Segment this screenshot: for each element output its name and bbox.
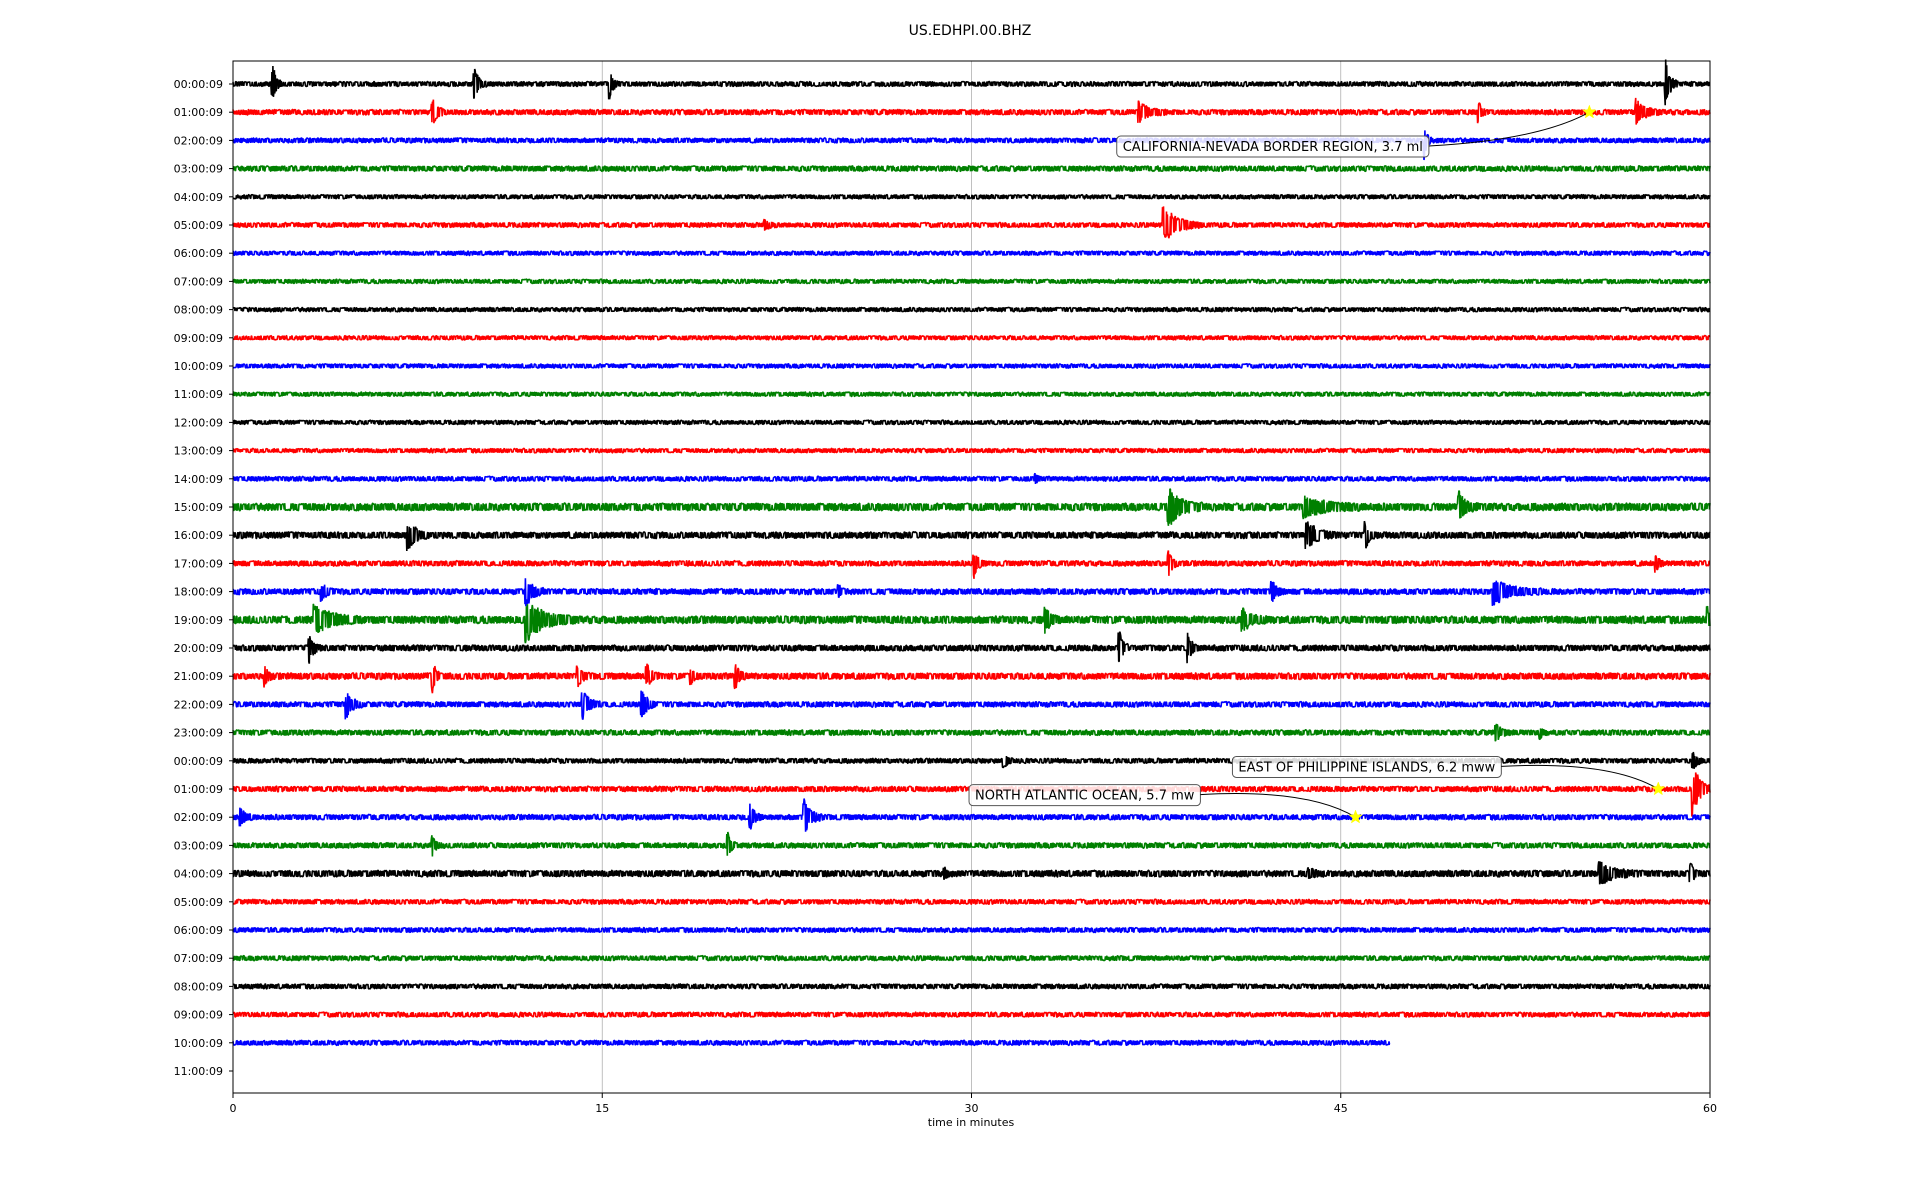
trace-row-17 — [232, 550, 1711, 579]
trace-row-8 — [232, 306, 1711, 313]
row-label-28: 04:00:09 — [174, 868, 223, 881]
trace-row-18 — [232, 578, 1711, 607]
row-label-14: 14:00:09 — [174, 473, 223, 486]
row-label-29: 05:00:09 — [174, 896, 223, 909]
row-label-7: 07:00:09 — [174, 275, 223, 288]
event-annotation-2: NORTH ATLANTIC OCEAN, 5.7 mw — [968, 784, 1363, 824]
trace-row-22 — [232, 690, 1711, 720]
trace-layer — [232, 59, 1711, 1047]
event-annotation-connector-0 — [1428, 111, 1590, 147]
row-label-23: 23:00:09 — [174, 727, 223, 740]
trace-row-6 — [232, 250, 1711, 257]
event-annotation-connector-2 — [1200, 793, 1356, 818]
row-label-6: 06:00:09 — [174, 247, 223, 260]
row-label-34: 10:00:09 — [174, 1037, 223, 1050]
row-label-18: 18:00:09 — [174, 586, 223, 599]
row-label-19: 19:00:09 — [174, 614, 223, 627]
event-annotation-1: EAST OF PHILIPPINE ISLANDS, 6.2 mww — [1231, 755, 1666, 796]
trace-row-27 — [232, 831, 1711, 857]
event-annotation-box-2 — [968, 784, 1201, 807]
row-label-33: 09:00:09 — [174, 1009, 223, 1022]
row-label-21: 21:00:09 — [174, 670, 223, 683]
x-axis-label: time in minutes — [928, 1116, 1015, 1129]
trace-row-19 — [232, 603, 1711, 644]
x-axis-ticks: 0 15 30 45 60 — [230, 1093, 1717, 1115]
event-annotation-text-0: CALIFORNIA-NEVADA BORDER REGION, 3.7 ml — [1123, 140, 1423, 155]
trace-row-16 — [232, 520, 1711, 552]
row-label-20: 20:00:09 — [174, 642, 223, 655]
row-label-4: 04:00:09 — [174, 191, 223, 204]
event-star-marker-0 — [1582, 104, 1597, 119]
trace-row-26 — [232, 798, 1711, 832]
trace-row-20 — [232, 631, 1711, 664]
row-label-24: 00:00:09 — [174, 755, 223, 768]
event-star-marker-1 — [1650, 781, 1666, 796]
row-label-26: 02:00:09 — [174, 811, 223, 824]
event-annotation-box-1 — [1231, 755, 1502, 778]
row-label-32: 08:00:09 — [174, 980, 223, 993]
row-label-9: 09:00:09 — [174, 332, 223, 345]
row-label-11: 11:00:09 — [174, 388, 223, 401]
x-tick-label-45: 45 — [1334, 1102, 1348, 1115]
trace-row-11 — [232, 391, 1711, 398]
row-label-8: 08:00:09 — [174, 304, 223, 317]
row-label-0: 00:00:09 — [174, 78, 223, 91]
event-annotation-box-0 — [1116, 135, 1430, 158]
trace-row-14 — [232, 472, 1711, 485]
row-label-10: 10:00:09 — [174, 360, 223, 373]
trace-row-7 — [232, 278, 1711, 285]
row-label-25: 01:00:09 — [174, 783, 223, 796]
trace-row-15 — [232, 488, 1711, 526]
trace-row-32 — [232, 983, 1711, 990]
row-label-31: 07:00:09 — [174, 952, 223, 965]
trace-row-0 — [232, 59, 1711, 106]
x-tick-label-30: 30 — [965, 1102, 979, 1115]
trace-row-12 — [232, 419, 1711, 426]
row-label-13: 13:00:09 — [174, 445, 223, 458]
x-tick-label-0: 0 — [230, 1102, 237, 1115]
row-labels: 00:00:09 01:00:09 02:00:09 03:00:09 04:00:09… — [174, 78, 233, 1078]
trace-row-10 — [232, 363, 1711, 369]
trace-row-28 — [232, 861, 1711, 885]
trace-row-34 — [232, 1039, 1391, 1047]
row-label-30: 06:00:09 — [174, 924, 223, 937]
row-label-22: 22:00:09 — [174, 698, 223, 711]
event-star-marker-2 — [1348, 809, 1363, 824]
grid-lines — [601, 61, 1342, 1093]
trace-row-31 — [232, 954, 1711, 962]
row-label-5: 05:00:09 — [174, 219, 223, 232]
trace-row-21 — [232, 663, 1711, 694]
x-tick-label-60: 60 — [1703, 1102, 1717, 1115]
trace-row-33 — [232, 1011, 1711, 1018]
trace-row-29 — [232, 898, 1711, 906]
trace-row-3 — [232, 165, 1711, 173]
trace-row-30 — [232, 926, 1711, 934]
event-annotation-text-1: EAST OF PHILIPPINE ISLANDS, 6.2 mww — [1238, 760, 1495, 775]
row-label-2: 02:00:09 — [174, 134, 223, 147]
trace-row-9 — [233, 334, 1711, 341]
event-annotation-text-2: NORTH ATLANTIC OCEAN, 5.7 mw — [975, 789, 1195, 804]
chart-title: US.EDHPI.00.BHZ — [909, 23, 1032, 39]
row-label-15: 15:00:09 — [174, 501, 223, 514]
trace-row-23 — [232, 723, 1711, 742]
trace-row-13 — [232, 447, 1711, 454]
x-tick-label-15: 15 — [595, 1102, 609, 1115]
annotation-layer: CALIFORNIA-NEVADA BORDER REGION, 3.7 ml E… — [968, 104, 1666, 824]
row-label-17: 17:00:09 — [174, 557, 223, 570]
row-label-12: 12:00:09 — [174, 416, 223, 429]
trace-row-2 — [232, 130, 1711, 161]
event-annotation-0: CALIFORNIA-NEVADA BORDER REGION, 3.7 ml — [1116, 104, 1597, 158]
row-label-1: 01:00:09 — [174, 106, 223, 119]
plot-frame — [232, 60, 1711, 1094]
trace-row-4 — [232, 193, 1711, 200]
trace-row-5 — [232, 206, 1711, 239]
row-label-27: 03:00:09 — [174, 839, 223, 852]
event-annotation-connector-1 — [1501, 764, 1659, 790]
trace-row-1 — [232, 97, 1711, 125]
row-label-35: 11:00:09 — [174, 1065, 223, 1078]
row-label-16: 16:00:09 — [174, 529, 223, 542]
row-label-3: 03:00:09 — [174, 163, 223, 176]
